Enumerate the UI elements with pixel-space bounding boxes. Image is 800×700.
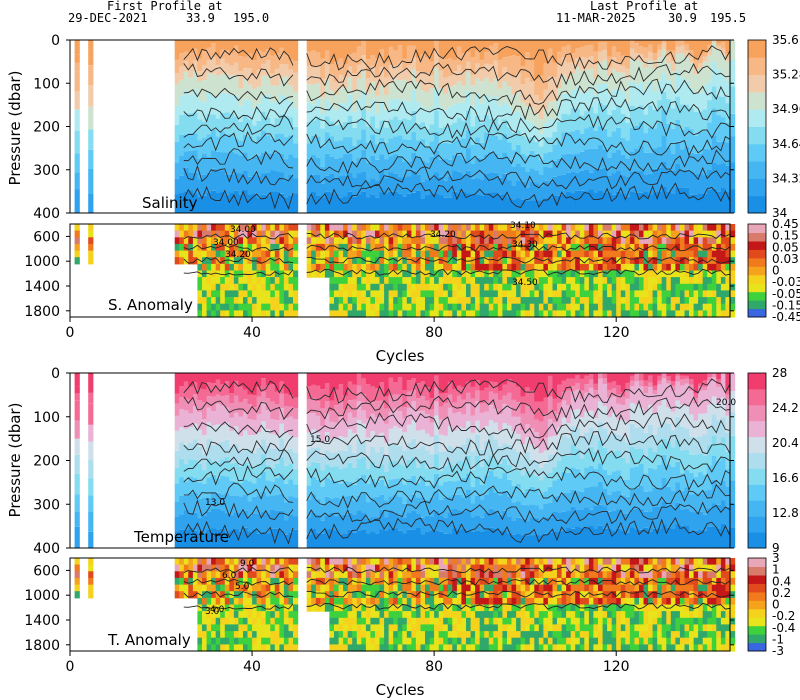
temperature-contour-label: 15.0 xyxy=(310,435,330,445)
s-anomaly-contour-label: 34.00 xyxy=(230,225,256,235)
t-anomaly-colorbar-label: 3 xyxy=(772,551,780,565)
s-anomaly-contour-label: 34.20 xyxy=(225,250,251,260)
salinity-y-tick: 0 xyxy=(51,33,60,49)
temperature-colorbar-label: 28 xyxy=(772,366,787,380)
t-anomaly-x-tick: 120 xyxy=(603,659,630,675)
salinity-colorbar-label: 35.28 xyxy=(772,68,800,82)
s-anomaly-contour-label: 34.20 xyxy=(430,230,456,240)
temperature-y-tick: 100 xyxy=(33,410,60,426)
s-anomaly-contour-label: 34.10 xyxy=(510,221,536,231)
s-anomaly-y-tick: 600 xyxy=(33,229,60,245)
s-anomaly-x-tick: 80 xyxy=(425,325,443,341)
temperature-colorbar xyxy=(747,372,767,549)
s-anomaly-frame xyxy=(69,223,731,318)
s-anomaly-colorbar-label: -0.05 xyxy=(772,287,800,301)
salinity-colorbar-label: 35.6 xyxy=(772,33,799,47)
first-profile-label: First Profile at xyxy=(107,0,223,13)
s-anomaly-title: S. Anomaly xyxy=(108,296,193,314)
temperature-title: Temperature xyxy=(133,528,229,546)
first-profile-lon: 195.0 xyxy=(233,11,270,25)
t-anomaly-colorbar xyxy=(747,557,767,652)
first-profile-lat: 33.9 xyxy=(186,11,215,25)
temperature-colorbar-label: 12.8 xyxy=(772,506,799,520)
s-anomaly-y-tick: 1400 xyxy=(24,279,60,295)
last-profile-lon: 195.5 xyxy=(710,11,747,25)
last-profile-label: Last Profile at xyxy=(590,0,699,13)
t-anomaly-frame xyxy=(69,557,731,652)
t-anomaly-y-tick: 1400 xyxy=(24,613,60,629)
t-anomaly-panel xyxy=(70,558,736,652)
s-anomaly-colorbar-label: -0.03 xyxy=(772,275,800,289)
t-anomaly-contour-label: 9.0 xyxy=(240,559,255,569)
s-anomaly-y-tick: 1000 xyxy=(24,254,60,270)
temperature-y-tick: 0 xyxy=(51,366,60,382)
temperature-contour-label: 13.0 xyxy=(205,498,225,508)
s-anomaly-x-tick: 120 xyxy=(603,325,630,341)
salinity-panel xyxy=(70,40,736,213)
t-anomaly-y-tick: 600 xyxy=(33,563,60,579)
temperature-y-tick: 400 xyxy=(33,541,60,557)
s-anomaly-colorbar-label: 0.03 xyxy=(772,252,799,266)
s-anomaly-colorbar-label: 0.45 xyxy=(772,217,799,231)
temperature-colorbar-label: 16.6 xyxy=(772,471,799,485)
s-anomaly-contour-label: 34.30 xyxy=(512,240,538,250)
s-anomaly-panel xyxy=(70,224,736,318)
salinity-colorbar-label: 34 xyxy=(772,206,787,220)
salinity-title: Salinity xyxy=(142,194,198,212)
temperature-contour-label: 20.0 xyxy=(716,398,736,408)
salinity-y-tick: 400 xyxy=(33,206,60,222)
t-anomaly-xlabel: Cycles xyxy=(376,681,425,699)
s-anomaly-colorbar-label: -0.45 xyxy=(772,310,800,324)
s-anomaly-colorbar-label: -0.15 xyxy=(772,298,800,312)
t-anomaly-colorbar-label: 0.2 xyxy=(772,586,791,600)
temperature-colorbar-label: 24.2 xyxy=(772,401,799,415)
t-anomaly-title: T. Anomaly xyxy=(107,631,191,649)
s-anomaly-contour-label: 34.50 xyxy=(512,278,538,288)
salinity-colorbar xyxy=(747,39,767,214)
s-anomaly-x-tick: 40 xyxy=(243,325,261,341)
t-anomaly-colorbar-label: 0 xyxy=(772,598,780,612)
salinity-y-tick: 100 xyxy=(33,76,60,92)
t-anomaly-colorbar-label: -0.2 xyxy=(772,609,795,623)
t-anomaly-colorbar-label: -3 xyxy=(772,644,784,658)
t-anomaly-y-tick: 1800 xyxy=(24,638,60,654)
s-anomaly-colorbar-label: 0.05 xyxy=(772,240,799,254)
temperature-colorbar-label: 20.4 xyxy=(772,436,799,450)
temperature-ylabel: Pressure (dbar) xyxy=(6,403,24,518)
last-profile-date: 11-MAR-2025 xyxy=(556,11,636,25)
salinity-colorbar-label: 34.32 xyxy=(772,171,800,185)
s-anomaly-y-tick: 1800 xyxy=(24,304,60,320)
t-anomaly-colorbar-label: -0.4 xyxy=(772,621,795,635)
t-anomaly-contour-label: 6.0 xyxy=(222,571,237,581)
salinity-y-tick: 300 xyxy=(33,163,60,179)
t-anomaly-x-tick: 40 xyxy=(243,659,261,675)
s-anomaly-xlabel: Cycles xyxy=(376,347,425,365)
s-anomaly-colorbar xyxy=(747,223,767,318)
t-anomaly-contour-label: 3.0 xyxy=(205,607,220,617)
temperature-colorbar-label: 9 xyxy=(772,541,780,555)
s-anomaly-contour-label: 34.00 xyxy=(213,238,239,248)
salinity-y-tick: 200 xyxy=(33,120,60,136)
t-anomaly-x-tick: 80 xyxy=(425,659,443,675)
salinity-colorbar-label: 34.96 xyxy=(772,102,800,116)
t-anomaly-y-tick: 1000 xyxy=(24,588,60,604)
salinity-ylabel: Pressure (dbar) xyxy=(6,71,24,186)
salinity-colorbar-label: 34.64 xyxy=(772,137,800,151)
temperature-y-tick: 300 xyxy=(33,497,60,513)
t-anomaly-colorbar-label: -1 xyxy=(772,632,784,646)
t-anomaly-colorbar-label: 1 xyxy=(772,563,780,577)
t-anomaly-contour-label: 4.0 xyxy=(210,605,225,615)
first-profile-date: 29-DEC-2021 xyxy=(68,11,148,25)
s-anomaly-colorbar-label: 0.15 xyxy=(772,229,799,243)
t-anomaly-colorbar-label: 0.4 xyxy=(772,574,791,588)
temperature-panel xyxy=(70,373,736,548)
t-anomaly-x-tick: 0 xyxy=(66,659,75,675)
s-anomaly-colorbar-label: 0 xyxy=(772,264,780,278)
s-anomaly-x-tick: 0 xyxy=(66,325,75,341)
temperature-y-tick: 200 xyxy=(33,454,60,470)
t-anomaly-contour-label: 5.0 xyxy=(235,582,250,592)
last-profile-lat: 30.9 xyxy=(668,11,697,25)
